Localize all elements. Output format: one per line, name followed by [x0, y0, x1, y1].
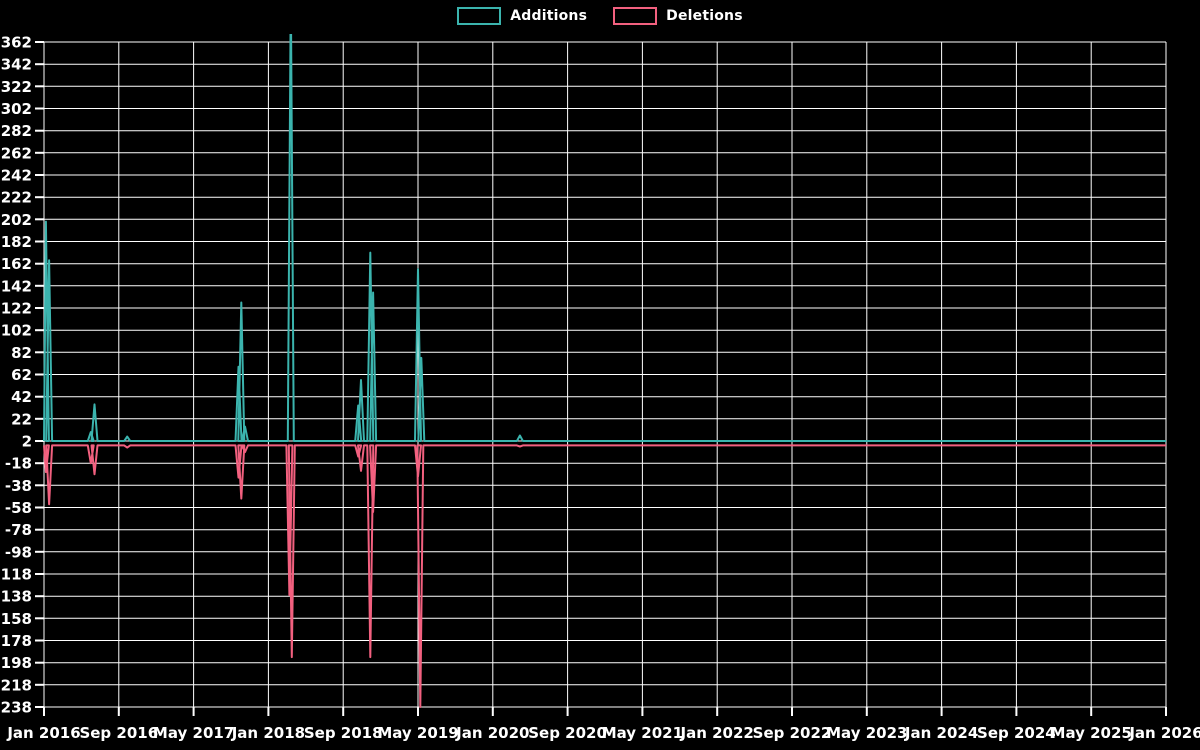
deletions-swatch-icon	[613, 7, 658, 25]
y-tick-label: -198	[0, 654, 32, 672]
x-tick-label: May 2019	[377, 724, 458, 742]
y-tick-label: 162	[1, 255, 32, 273]
legend-label-deletions: Deletions	[666, 8, 743, 24]
additions-line	[43, 34, 1166, 442]
x-tick-label: May 2017	[153, 724, 234, 742]
x-tick-label: Sep 2016	[79, 724, 158, 742]
y-tick-label: 362	[1, 34, 32, 52]
x-tick-label: Jan 2018	[231, 724, 305, 742]
y-tick-label: 342	[1, 56, 32, 74]
legend-item-additions: Additions	[457, 7, 587, 25]
x-tick-label: Sep 2024	[977, 724, 1056, 742]
y-tick-label: 122	[1, 300, 32, 318]
y-tick-label: -218	[0, 676, 32, 694]
y-tick-label: 302	[1, 100, 32, 118]
y-tick-label: -118	[0, 566, 32, 584]
y-tick-label: 82	[11, 344, 32, 362]
x-tick-label: May 2021	[602, 724, 683, 742]
x-tick-label: Jan 2024	[904, 724, 978, 742]
y-tick-label: -238	[0, 699, 32, 717]
legend-label-additions: Additions	[510, 8, 588, 24]
y-tick-label: -78	[5, 521, 32, 539]
y-tick-label: 62	[11, 366, 32, 384]
x-tick-label: Jan 2020	[455, 724, 529, 742]
y-tick-label: 142	[1, 277, 32, 295]
y-tick-label: -158	[0, 610, 32, 628]
y-tick-label: 222	[1, 189, 32, 207]
y-tick-label: -58	[5, 499, 32, 517]
x-tick-label: May 2025	[1051, 724, 1132, 742]
y-tick-label: -18	[5, 455, 32, 473]
x-tick-label: Sep 2018	[304, 724, 383, 742]
y-tick-label: 262	[1, 144, 32, 162]
y-axis: 3623423223022822622422222021821621421221…	[0, 34, 1166, 717]
y-tick-label: 322	[1, 78, 32, 96]
y-tick-label: -138	[0, 588, 32, 606]
y-tick-label: 22	[11, 410, 32, 428]
x-tick-label: Sep 2022	[753, 724, 832, 742]
y-tick-label: 202	[1, 211, 32, 229]
x-tick-label: Sep 2020	[528, 724, 607, 742]
y-tick-label: -178	[0, 632, 32, 650]
y-tick-label: -38	[5, 477, 32, 495]
y-tick-label: 242	[1, 167, 32, 185]
y-tick-label: 282	[1, 122, 32, 140]
x-tick-label: Jan 2026	[1128, 724, 1200, 742]
y-tick-label: -98	[5, 543, 32, 561]
additions-swatch-icon	[457, 7, 502, 25]
x-tick-label: Jan 2022	[680, 724, 754, 742]
x-tick-label: May 2023	[826, 724, 907, 742]
x-tick-label: Jan 2016	[6, 724, 80, 742]
y-tick-label: 2	[22, 433, 32, 451]
deletions-line	[43, 444, 1166, 708]
y-tick-label: 42	[11, 388, 32, 406]
chart-legend: Additions Deletions	[0, 7, 1200, 25]
y-tick-label: 102	[1, 322, 32, 340]
legend-item-deletions: Deletions	[613, 7, 743, 25]
y-tick-label: 182	[1, 233, 32, 251]
